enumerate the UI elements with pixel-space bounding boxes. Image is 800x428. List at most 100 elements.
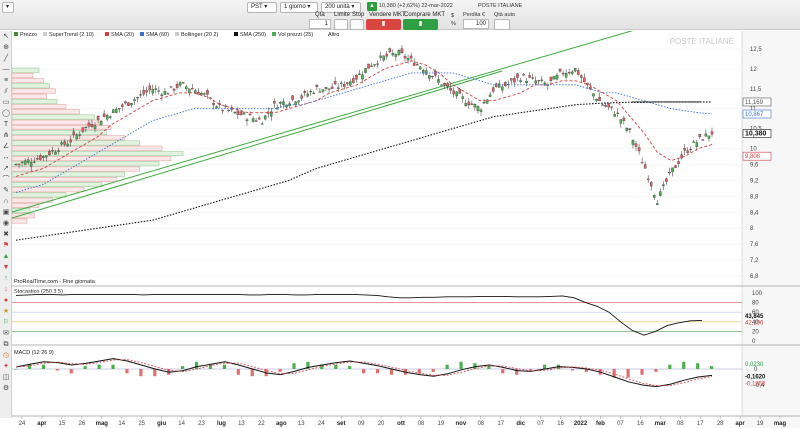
cycle-tool-icon[interactable]: ⌒	[2, 176, 10, 183]
candle-body	[561, 72, 565, 75]
candle-body	[197, 92, 200, 95]
candle-body	[634, 143, 638, 147]
chart-canvas[interactable]: Prezzo SuperTrend (2 10) SMA (20) SMA (60) B…	[12, 31, 800, 428]
timeframe-select[interactable]: 1 giorno ▾	[280, 2, 318, 13]
note-tool-icon[interactable]: ✉	[3, 330, 9, 337]
candle-body	[455, 91, 458, 97]
candle-body	[102, 113, 106, 117]
rect-tool-icon[interactable]: ▭	[2, 99, 10, 106]
candle-body	[610, 106, 613, 108]
trash-tool-icon[interactable]: ✖	[3, 231, 9, 238]
time-tick-label: 24	[19, 421, 26, 427]
volume-profile-bar	[12, 72, 34, 78]
magnet-tool-icon[interactable]: ∩	[3, 198, 9, 205]
legend-item[interactable]: SMA (20)	[111, 32, 134, 38]
pitchfork-tool-icon[interactable]: ⋔	[3, 132, 9, 139]
volume-profile-bar	[12, 124, 112, 130]
line-tool-icon[interactable]: ╱	[3, 55, 9, 62]
stop-toggle[interactable]	[350, 19, 364, 30]
eye-tool-icon[interactable]: ◉	[2, 220, 10, 227]
volume-profile-bar	[12, 192, 67, 198]
gann-tool-icon[interactable]: ∠	[2, 143, 10, 150]
volume-profile-bar	[12, 171, 125, 177]
buy-market-button[interactable]: ▮	[403, 19, 438, 30]
qty-input[interactable]: 1	[309, 19, 331, 29]
channel-tool-icon[interactable]: ⫽	[4, 88, 8, 95]
layers-tool-icon[interactable]: ◫	[2, 374, 10, 381]
flag-tool-icon[interactable]: ⚐	[2, 319, 10, 326]
candle-body	[69, 139, 72, 143]
legend-item[interactable]: Bollinger (20 2)	[181, 32, 218, 38]
legend-item[interactable]: Vol prezzi (25)	[278, 32, 313, 38]
stochastic-line	[15, 293, 703, 336]
stochastic-tick-label: 100	[752, 291, 763, 297]
candle-body	[397, 50, 401, 55]
hline-tool-icon[interactable]: —	[2, 66, 10, 73]
legend-item[interactable]: SuperTrend (2 10)	[49, 32, 94, 38]
buy-arrow-icon[interactable]: ▲	[2, 253, 10, 260]
candle-body	[136, 97, 139, 99]
candle-body	[458, 89, 461, 94]
measure-tool-icon[interactable]: ↔	[2, 154, 10, 161]
candle-body	[497, 83, 501, 88]
text-tool-icon[interactable]: T	[3, 121, 9, 128]
star-tool-icon[interactable]: ★	[2, 308, 10, 315]
volume-profile-bar	[12, 130, 107, 136]
buy-tag-icon[interactable]: ↑	[4, 275, 8, 282]
pin-tool-icon[interactable]: ✦	[3, 363, 9, 370]
qty-auto-button[interactable]	[494, 19, 510, 30]
qty-auto-label: Qtà auto	[494, 12, 516, 18]
time-tick-label: 07	[617, 421, 624, 427]
trendline-upper[interactable]	[12, 31, 638, 213]
candle-body	[479, 109, 483, 112]
units-select[interactable]: 200 unità ▾	[321, 2, 361, 13]
candle-body	[20, 161, 24, 164]
settings-tool-icon[interactable]: ⚙	[2, 385, 10, 392]
trendline-lower[interactable]	[12, 70, 503, 219]
alert-tool-icon[interactable]: ⚑	[2, 242, 10, 249]
macd-histogram-bar	[83, 366, 87, 369]
candle-body	[358, 73, 361, 75]
candle-body	[449, 88, 452, 91]
ticker-field[interactable]: PST ▾	[247, 2, 277, 13]
legend-item[interactable]: SMA (250)	[240, 32, 266, 38]
candle-body	[90, 124, 94, 127]
candle-body	[312, 92, 316, 94]
candle-body	[379, 55, 382, 58]
quote-text: 10,380 (+2,62%) 22-mar-2022	[379, 3, 453, 9]
ellipse-tool-icon[interactable]: ◯	[2, 110, 10, 117]
macd-histogram-bar	[515, 369, 519, 375]
order-icon[interactable]: ●	[3, 297, 9, 304]
legend-item[interactable]: SMA (60)	[146, 32, 169, 38]
candle-body	[501, 86, 504, 91]
copy-tool-icon[interactable]: ⧉	[3, 341, 9, 348]
limit-toggle[interactable]	[334, 19, 348, 30]
indicator-line	[15, 101, 712, 241]
candle-body	[616, 112, 620, 114]
candle-body	[342, 84, 346, 87]
sell-tag-icon[interactable]: ↓	[4, 286, 8, 293]
legend-item[interactable]: Prezzo	[20, 32, 37, 38]
cursor-tool-icon[interactable]: ↖	[3, 33, 9, 40]
fib-tool-icon[interactable]: ≡	[3, 77, 9, 84]
macd-histogram-bar	[320, 364, 324, 369]
candle-body	[680, 154, 683, 159]
macd-label[interactable]: MACD (12 26 9)	[14, 350, 54, 356]
buy-label: Comprare MKT	[404, 12, 446, 18]
arrow-tool-icon[interactable]: ➚	[3, 165, 9, 172]
stochastic-label[interactable]: Stocastico (250 3 5)	[14, 289, 63, 295]
lock-tool-icon[interactable]: ▣	[2, 209, 10, 216]
macd-histogram-bar	[362, 369, 366, 374]
sell-market-button[interactable]: ▮	[366, 19, 401, 30]
brush-tool-icon[interactable]: ✎	[3, 187, 9, 194]
auto-value-input[interactable]: 100	[463, 19, 489, 29]
sell-arrow-icon[interactable]: ▼	[2, 264, 10, 271]
candle-body	[157, 90, 161, 92]
legend-item[interactable]: Altro	[328, 32, 339, 38]
clock-tool-icon[interactable]: ◷	[2, 352, 10, 359]
macd-histogram-bar	[306, 361, 310, 369]
volume-profile-bar	[12, 109, 80, 115]
zoom-tool-icon[interactable]: ⊕	[3, 44, 9, 51]
candle-body	[273, 100, 276, 104]
ticker-select[interactable]: ▾	[2, 2, 14, 13]
